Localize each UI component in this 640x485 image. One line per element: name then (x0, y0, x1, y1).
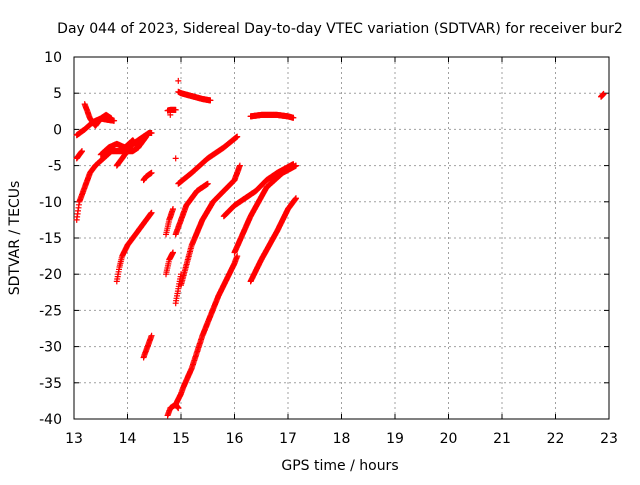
data-point (148, 169, 155, 176)
y-tick-label: 0 (53, 122, 62, 138)
x-tick-label: 23 (600, 431, 618, 447)
data-point (170, 206, 176, 212)
axis-ticks: 13 14 15 16 17 18 19 20 21 22 23 10 5 0 -5 -10 -15 -20 -25… (39, 50, 618, 447)
data-point (207, 97, 214, 104)
y-tick-label: 5 (53, 86, 62, 102)
chart-title: Day 044 of 2023, Sidereal Day-to-day VTE… (57, 21, 623, 37)
data-point (172, 155, 179, 162)
x-tick-label: 13 (65, 431, 83, 447)
x-tick-label: 16 (226, 431, 244, 447)
data-point (204, 180, 211, 187)
data-point (175, 405, 182, 412)
data-point (148, 130, 155, 136)
data-points (73, 77, 607, 419)
y-tick-label: -5 (48, 159, 62, 175)
data-point (170, 249, 176, 256)
data-point (135, 144, 142, 151)
grid (74, 57, 609, 419)
data-point (108, 115, 115, 122)
x-tick-label: 15 (172, 431, 190, 447)
data-point (290, 161, 297, 168)
y-tick-label: -25 (39, 303, 62, 319)
y-tick-label: -35 (39, 376, 62, 392)
data-point (234, 133, 241, 140)
data-point (236, 162, 243, 169)
x-tick-label: 21 (493, 431, 511, 447)
y-tick-label: -20 (39, 267, 62, 283)
data-point (79, 148, 85, 155)
data-point (172, 106, 179, 113)
x-tick-label: 17 (279, 431, 297, 447)
x-tick-label: 19 (386, 431, 404, 447)
x-tick-label: 22 (547, 431, 565, 447)
data-point (290, 114, 297, 121)
x-tick-label: 20 (440, 431, 458, 447)
data-point (234, 253, 241, 260)
data-point (293, 195, 299, 202)
y-tick-label: -10 (39, 195, 62, 211)
data-point (600, 90, 607, 97)
x-tick-label: 18 (333, 431, 351, 447)
data-point (148, 209, 155, 216)
x-tick-label: 14 (119, 431, 137, 447)
y-tick-label: -15 (39, 231, 62, 247)
data-point (167, 111, 174, 118)
y-tick-label: -40 (39, 412, 62, 428)
data-point (148, 332, 155, 339)
y-tick-label: 10 (44, 50, 62, 66)
data-point (175, 77, 182, 84)
y-tick-label: -30 (39, 340, 62, 356)
x-axis-label: GPS time / hours (281, 458, 398, 474)
y-axis-label: SDTVAR / TECUs (7, 181, 23, 296)
